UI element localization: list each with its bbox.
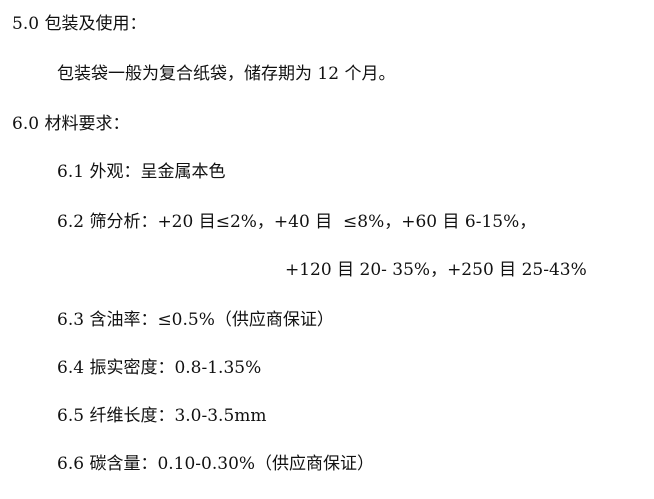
section-heading-packaging: 5.0 包装及使用： [12,14,147,34]
packaging-text: 包装袋一般为复合纸袋，储存期为 12 个月。 [57,64,396,84]
item-oil-content: 6.3 含油率：≤0.5%（供应商保证） [57,310,334,330]
item-tap-density: 6.4 振实密度：0.8-1.35% [57,358,262,378]
item-fiber-length: 6.5 纤维长度：3.0-3.5mm [57,406,267,426]
item-appearance: 6.1 外观：呈金属本色 [57,162,226,182]
item-sieve-analysis: 6.2 筛分析：+20 目≤2%，+40 目 ≤8%，+60 目 6-15%， [57,212,537,232]
item-sieve-analysis-cont: +120 目 20- 35%，+250 目 25-43% [285,260,587,280]
item-carbon-content: 6.6 碳含量：0.10-0.30%（供应商保证） [57,454,375,474]
section-heading-material: 6.0 材料要求： [12,114,130,134]
